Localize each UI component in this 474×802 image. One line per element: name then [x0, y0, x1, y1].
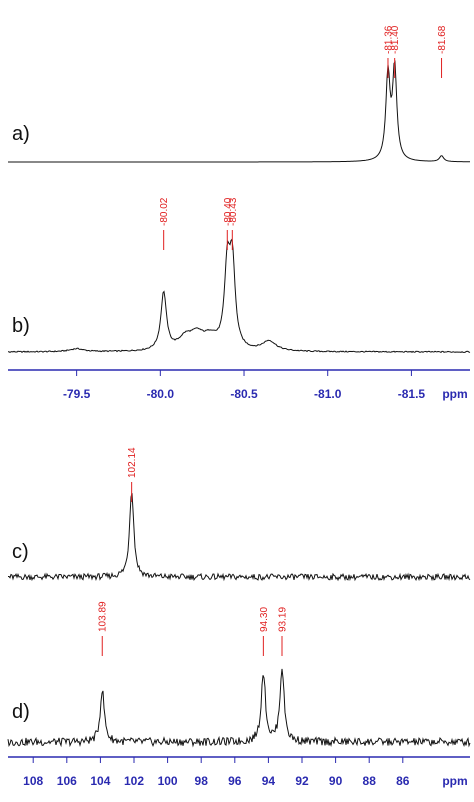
spectrum-label: b) [12, 315, 30, 337]
peak-label: -81.36 [383, 25, 394, 54]
x-tick-label: 94 [262, 774, 276, 788]
x-tick-label: -81.5 [398, 387, 426, 401]
spectrum-label: d) [12, 701, 30, 723]
x-tick-label: 86 [396, 774, 410, 788]
x-axis-label: ppm [442, 387, 467, 401]
x-tick-label: 90 [329, 774, 343, 788]
peak-label: -80.43 [228, 197, 239, 226]
x-tick-label: -80.0 [147, 387, 175, 401]
peak-label: 94.30 [259, 607, 270, 632]
peak-label: -80.02 [159, 197, 170, 226]
spectrum [8, 60, 471, 163]
x-tick-label: 92 [295, 774, 309, 788]
x-tick-label: 100 [158, 774, 178, 788]
peak-label: 93.19 [278, 607, 289, 632]
spectrum-label: c) [12, 541, 29, 563]
x-tick-label: 106 [57, 774, 77, 788]
peak-label: 102.14 [127, 447, 138, 478]
spectrum-label: a) [12, 123, 30, 145]
x-tick-label: 96 [228, 774, 242, 788]
x-tick-label: 98 [195, 774, 209, 788]
x-tick-label: -81.0 [314, 387, 342, 401]
x-tick-label: 102 [124, 774, 144, 788]
x-tick-label: 104 [90, 774, 110, 788]
x-tick-label: 108 [23, 774, 43, 788]
peak-label: -81.40 [390, 25, 401, 54]
spectrum [7, 668, 471, 748]
peak-label: -81.68 [437, 25, 448, 54]
peak-label: -80.40 [223, 197, 234, 226]
x-axis-label: ppm [442, 774, 467, 788]
x-tick-label: 88 [363, 774, 377, 788]
x-tick-label: -79.5 [63, 387, 91, 401]
x-tick-label: -80.5 [230, 387, 258, 401]
spectrum [8, 238, 471, 353]
spectrum [7, 493, 471, 582]
peak-label: 103.89 [98, 601, 109, 632]
